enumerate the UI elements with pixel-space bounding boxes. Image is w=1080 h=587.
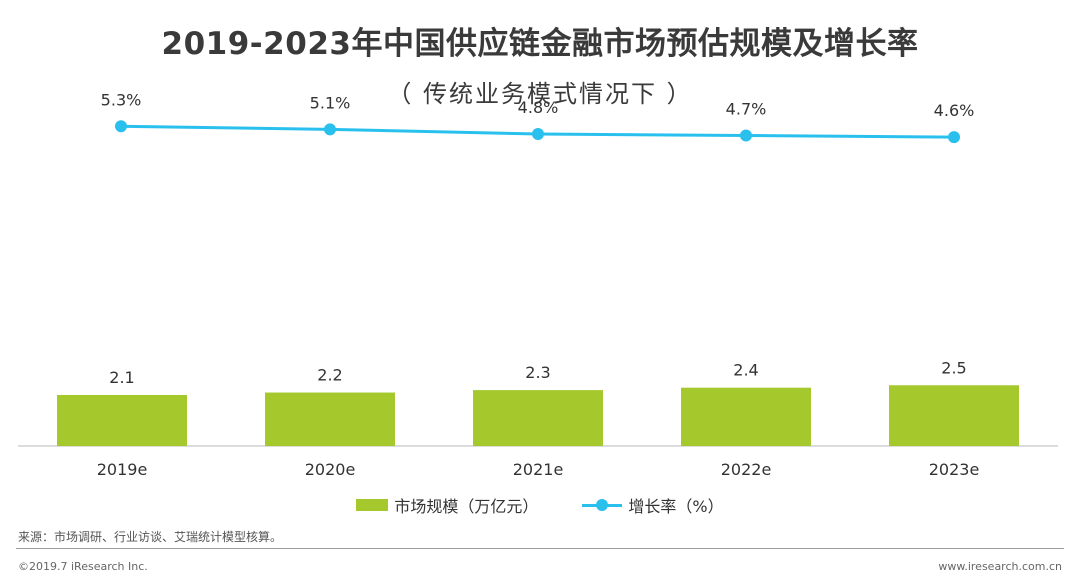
line-point — [324, 123, 336, 136]
bar-value-label: 2.4 — [733, 361, 758, 380]
line-value-label: 5.3% — [101, 90, 142, 109]
legend: 市场规模（万亿元） 增长率（%） — [0, 493, 1080, 517]
line-point — [740, 129, 752, 142]
legend-item-bar: 市场规模（万亿元） — [356, 493, 538, 517]
line-point — [948, 131, 960, 144]
bar-value-label: 2.1 — [109, 368, 134, 387]
copyright: ©2019.7 iResearch Inc. — [18, 560, 148, 573]
chart-title: 2019-2023年中国供应链金融市场预估规模及增长率 — [161, 26, 919, 62]
x-tick-label: 2021e — [513, 460, 564, 479]
source-note: 来源：市场调研、行业访谈、艾瑞统计模型核算。 — [18, 530, 283, 544]
website-link[interactable]: www.iresearch.com.cn — [938, 560, 1062, 573]
line-point — [115, 120, 127, 133]
legend-line-swatch — [582, 499, 623, 511]
line-value-label: 5.1% — [310, 93, 351, 112]
legend-line-label: 增长率（%） — [628, 497, 724, 516]
x-tick-label: 2022e — [721, 460, 772, 479]
legend-bar-swatch — [356, 499, 389, 511]
bar — [473, 390, 603, 446]
line-value-label: 4.7% — [726, 100, 767, 119]
legend-item-line: 增长率（%） — [582, 493, 724, 517]
footer-divider — [16, 548, 1064, 549]
legend-bar-label: 市场规模（万亿元） — [394, 497, 539, 516]
bar — [57, 394, 187, 446]
x-tick-label: 2019e — [97, 460, 148, 479]
bar — [889, 385, 1019, 446]
bar-value-label: 2.3 — [525, 363, 550, 382]
line-point — [532, 128, 544, 140]
bar-value-label: 2.5 — [941, 358, 966, 377]
line-value-label: 4.6% — [934, 101, 975, 120]
bar — [265, 392, 395, 446]
bar-value-label: 2.2 — [317, 366, 342, 385]
x-tick-label: 2020e — [305, 460, 356, 479]
line-value-label: 4.8% — [518, 98, 559, 117]
chart-subtitle: （ 传统业务模式情况下 ） — [387, 80, 693, 108]
x-tick-label: 2023e — [929, 460, 980, 479]
bar — [681, 387, 811, 446]
